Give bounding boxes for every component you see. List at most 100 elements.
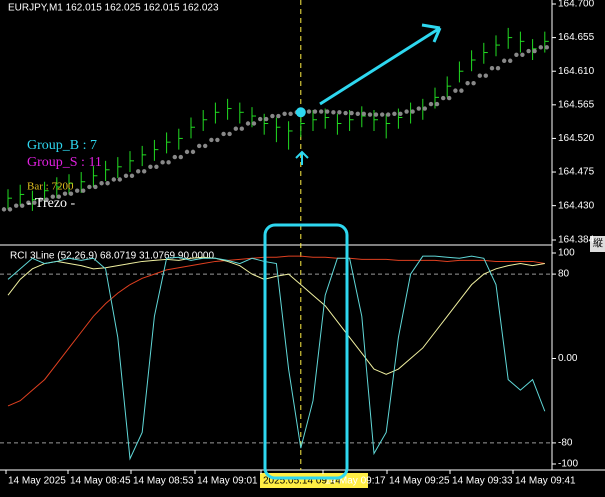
x-tick-label: 14 May 09:33 xyxy=(452,476,513,487)
x-tick-label: 14 May 09:25 xyxy=(389,476,450,487)
ma-dot xyxy=(447,95,452,101)
ma-dot xyxy=(81,188,86,193)
signal-dot xyxy=(295,107,306,118)
rci-line xyxy=(7,256,545,375)
ma-dot xyxy=(197,143,202,149)
ma-dot xyxy=(160,160,165,165)
rci-line xyxy=(7,255,545,407)
annotation: Bar : 7200 xyxy=(27,181,74,193)
ma-dot xyxy=(483,73,488,78)
ma-dot xyxy=(325,109,330,114)
ma-dot xyxy=(123,173,129,178)
ma-dot xyxy=(26,200,31,205)
ma-dot xyxy=(166,160,171,165)
ma-dot xyxy=(20,203,25,208)
annotation: Group_S : 11 xyxy=(27,155,102,170)
ma-dot xyxy=(508,58,513,63)
ma-dot xyxy=(172,154,177,160)
x-tick-label: 14 May 2025 xyxy=(8,476,66,487)
x-tick-label: 14 May 09:17 xyxy=(325,476,386,487)
ma-dot xyxy=(105,181,110,186)
ma-dot xyxy=(239,126,244,131)
x-tick-label: 14 May 08:45 xyxy=(70,476,131,487)
ma-dot xyxy=(367,112,373,117)
ma-dot xyxy=(319,109,324,114)
annotation: Group_B : 7 xyxy=(27,138,97,153)
buy-arrow xyxy=(295,150,309,165)
ma-dot xyxy=(14,203,19,208)
ma-dot xyxy=(258,116,263,122)
ma-dot xyxy=(50,194,55,199)
y-tick-label: 164.430 xyxy=(558,200,595,211)
y-tick-label: 164.475 xyxy=(558,167,595,178)
ma-dot xyxy=(209,137,214,143)
x-tick-label: 2025.05.14 09:14 xyxy=(263,476,341,487)
ma-dot xyxy=(148,164,153,170)
y-tick-label: 80 xyxy=(558,269,570,280)
ma-dot xyxy=(398,111,403,116)
ma-dot xyxy=(203,143,208,149)
ma-dot xyxy=(416,106,421,111)
ma-dot xyxy=(434,101,440,107)
ma-dot xyxy=(441,95,446,101)
ma-dot xyxy=(227,131,232,137)
ma-dot xyxy=(520,52,525,57)
ma-dot xyxy=(38,197,43,202)
y-tick-label: 164.384 xyxy=(558,235,595,246)
y-tick-label: -100 xyxy=(558,459,578,470)
y-tick-label: 0.00 xyxy=(558,353,578,364)
ma-dot xyxy=(489,66,495,71)
ma-dot xyxy=(495,66,501,71)
ma-dot xyxy=(251,121,257,126)
ma-dot xyxy=(312,109,318,114)
ma-dot xyxy=(502,58,507,63)
indicator-title: RCI 3Line (52,26,9) 68.0719 31.0769 90.0… xyxy=(10,251,214,262)
ma-dot xyxy=(361,111,366,116)
ma-dot xyxy=(380,112,385,117)
ma-dot xyxy=(56,194,61,199)
ma-dot xyxy=(190,149,196,155)
ma-dot xyxy=(264,116,269,122)
y-tick-label: 100 xyxy=(558,248,575,259)
ma-dot xyxy=(477,73,482,78)
ma-dot xyxy=(245,121,251,126)
plots: 164.700 164.655 164.610 164.565 164.520 164.4… xyxy=(0,0,595,488)
ma-dot xyxy=(276,113,281,119)
annotation: - Trezo - xyxy=(27,196,76,211)
x-tick-label: 14 May 09:41 xyxy=(515,476,576,487)
ma-dot xyxy=(526,48,531,54)
ma-dot xyxy=(136,169,141,174)
ma-dot xyxy=(428,101,434,107)
ma-dot xyxy=(337,110,342,115)
ma-dot xyxy=(386,112,391,117)
ma-dot xyxy=(410,109,415,114)
ma-dot xyxy=(343,110,348,116)
ma-dot xyxy=(178,154,183,160)
side-tab xyxy=(590,236,605,252)
ma-dot xyxy=(422,106,427,111)
ma-dot xyxy=(117,177,123,182)
ma-dot xyxy=(544,45,549,50)
ma-dot xyxy=(87,184,92,190)
y-tick-label: -80 xyxy=(558,438,573,449)
ma-dot xyxy=(532,48,537,54)
side-label: 縦 xyxy=(593,237,603,250)
ma-dot xyxy=(32,200,37,205)
rci-line xyxy=(7,255,546,461)
ma-dot xyxy=(221,131,226,137)
ma-dot xyxy=(233,126,238,131)
ma-dot xyxy=(514,52,519,57)
y-tick-label: 164.565 xyxy=(558,99,595,110)
ma-dot xyxy=(306,109,312,114)
y-tick-label: 164.610 xyxy=(558,66,595,77)
x-tick-label: 14 May 08:53 xyxy=(133,476,194,487)
ma-dot xyxy=(349,110,354,116)
ma-dot xyxy=(215,137,220,143)
ma-dot xyxy=(99,181,104,186)
y-tick-label: 164.520 xyxy=(558,133,595,144)
ma-dot xyxy=(154,164,159,170)
ma-dot xyxy=(1,207,7,212)
ma-dot xyxy=(270,113,275,119)
ma-dot xyxy=(288,111,293,116)
